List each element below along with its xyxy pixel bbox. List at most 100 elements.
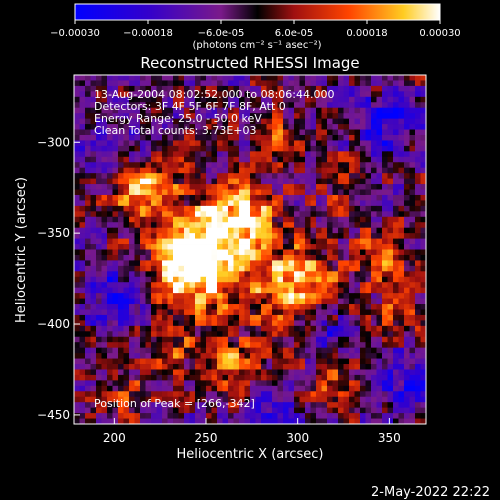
heatmap-cell [162, 91, 168, 98]
heatmap-cell [420, 85, 427, 92]
heatmap-cell [360, 80, 366, 87]
heatmap-cell [211, 282, 218, 289]
heatmap-cell [354, 102, 361, 109]
heatmap-cell [277, 233, 284, 239]
heatmap-cell [349, 167, 355, 174]
heatmap-cell [376, 134, 383, 141]
heatmap-cell [107, 80, 113, 87]
heatmap-cell [145, 118, 152, 125]
heatmap-cell [178, 298, 185, 305]
heatmap-cell [167, 75, 174, 81]
heatmap-cell [129, 156, 135, 163]
heatmap-cell [162, 216, 168, 223]
heatmap-cell [151, 260, 157, 267]
heatmap-cell [222, 260, 229, 267]
heatmap-cell [277, 282, 284, 289]
heatmap-cell [140, 113, 146, 120]
heatmap-cell [217, 156, 223, 163]
heatmap-cell [151, 254, 157, 261]
heatmap-cell [123, 173, 130, 180]
heatmap-cell [90, 385, 97, 392]
heatmap-cell [294, 107, 300, 114]
heatmap-cell [151, 374, 157, 381]
heatmap-cell [310, 107, 317, 114]
heatmap-cell [123, 75, 130, 81]
heatmap-cell [189, 145, 196, 152]
heatmap-cell [129, 227, 135, 234]
heatmap-cell [349, 325, 355, 332]
heatmap-cell [222, 134, 229, 141]
heatmap-cell [244, 347, 251, 354]
heatmap-cell [162, 293, 168, 299]
heatmap-cell [266, 265, 273, 272]
heatmap-cell [123, 353, 130, 359]
heatmap-cell [206, 227, 212, 234]
heatmap-cell [420, 129, 427, 136]
heatmap-cell [294, 194, 300, 201]
heatmap-cell [217, 265, 223, 272]
heatmap-cell [299, 85, 306, 92]
heatmap-cell [184, 347, 190, 354]
heatmap-cell [255, 304, 262, 310]
heatmap-cell [398, 276, 405, 283]
heatmap-cell [393, 293, 399, 299]
heatmap-cell [404, 374, 410, 381]
heatmap-cell [327, 369, 333, 376]
heatmap-cell [112, 314, 119, 321]
heatmap-cell [79, 145, 86, 152]
heatmap-cell [338, 418, 344, 425]
heatmap-cell [365, 276, 372, 283]
heatmap-cell [266, 369, 273, 376]
heatmap-cell [393, 205, 399, 212]
heatmap-cell [288, 331, 295, 338]
heatmap-cell [349, 358, 355, 365]
heatmap-cell [151, 418, 157, 425]
heatmap-cell [327, 364, 333, 370]
heatmap-cell [123, 380, 130, 387]
heatmap-cell [387, 162, 394, 169]
heatmap-cell [96, 85, 102, 92]
heatmap-cell [156, 369, 163, 376]
heatmap-cell [222, 113, 229, 120]
heatmap-cell [189, 118, 196, 125]
heatmap-cell [409, 162, 416, 169]
heatmap-cell [85, 276, 91, 283]
heatmap-cell [360, 287, 366, 294]
heatmap-cell [217, 353, 223, 359]
heatmap-cell [415, 276, 421, 283]
heatmap-cell [250, 151, 256, 158]
heatmap-cell [96, 347, 102, 354]
heatmap-cell [156, 162, 163, 169]
heatmap-cell [85, 260, 91, 267]
heatmap-cell [134, 134, 141, 141]
heatmap-cell [156, 331, 163, 338]
heatmap-cell [167, 304, 174, 310]
heatmap-cell [200, 184, 207, 190]
heatmap-cell [178, 96, 185, 103]
heatmap-cell [382, 233, 388, 239]
heatmap-cell [233, 396, 240, 403]
heatmap-cell [382, 80, 388, 87]
heatmap-cell [321, 216, 328, 223]
heatmap-cell [145, 265, 152, 272]
heatmap-cell [79, 282, 86, 289]
heatmap-cell [118, 385, 124, 392]
heatmap-cell [398, 194, 405, 201]
heatmap-cell [211, 222, 218, 229]
heatmap-cell [382, 314, 388, 321]
heatmap-cell [343, 151, 350, 158]
heatmap-cell [134, 200, 141, 207]
heatmap-cell [327, 194, 333, 201]
heatmap-cell [233, 107, 240, 114]
heatmap-cell [288, 254, 295, 261]
heatmap-cell [338, 173, 344, 180]
heatmap-cell [101, 391, 108, 398]
heatmap-cell [387, 156, 394, 163]
heatmap-cell [376, 118, 383, 125]
heatmap-cell [222, 282, 229, 289]
heatmap-cell [222, 249, 229, 256]
heatmap-cell [244, 304, 251, 310]
heatmap-cell [101, 129, 108, 136]
heatmap-cell [101, 145, 108, 152]
heatmap-cell [173, 407, 179, 414]
